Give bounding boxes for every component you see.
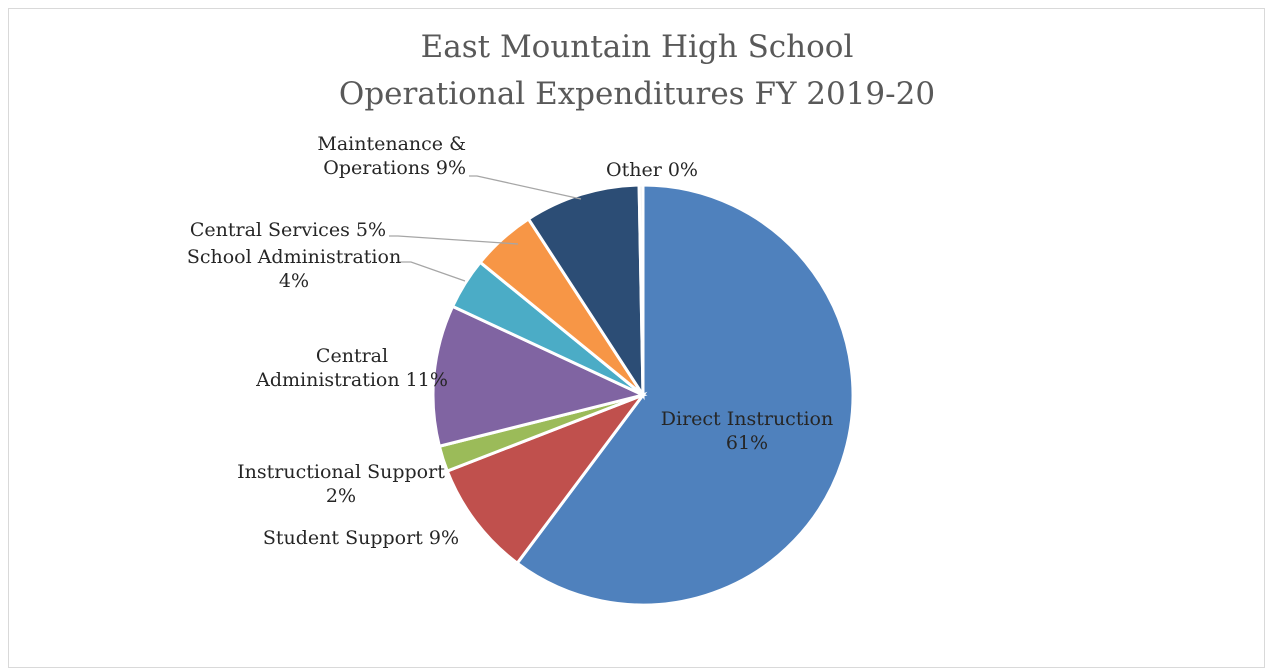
data-label: Maintenance & Operations 9% <box>317 133 466 179</box>
chart-frame: East Mountain High School Operational Exp… <box>8 8 1265 668</box>
data-label: Central Services 5% <box>190 219 386 241</box>
leader-lines <box>389 175 582 282</box>
chart-title-line: Operational Expenditures FY 2019-20 <box>339 76 935 112</box>
slice-student-support <box>445 391 648 566</box>
data-label: Instructional Support 2% <box>237 461 445 507</box>
pie-slices <box>431 183 855 607</box>
chart-title: East Mountain High School Operational Exp… <box>339 29 935 112</box>
data-label: Other 0% <box>606 159 698 181</box>
data-labels: Direct Instruction 61% Student Support 9% I… <box>187 133 833 549</box>
data-label: Student Support 9% <box>263 527 459 549</box>
slice-direct-instruction <box>515 183 855 607</box>
slice-central-administration <box>431 304 648 449</box>
leader-line <box>399 261 466 282</box>
data-label: School Administration 4% <box>187 246 401 292</box>
slice-other <box>637 183 645 396</box>
pie-chart: East Mountain High School Operational Exp… <box>187 29 935 607</box>
leader-line <box>469 175 582 200</box>
leader-line <box>389 235 519 245</box>
slice-maintenance-operations <box>526 183 645 401</box>
data-label: Direct Instruction 61% <box>661 408 833 454</box>
chart-title-line: East Mountain High School <box>421 29 854 65</box>
data-label: Central Administration 11% <box>255 345 448 391</box>
